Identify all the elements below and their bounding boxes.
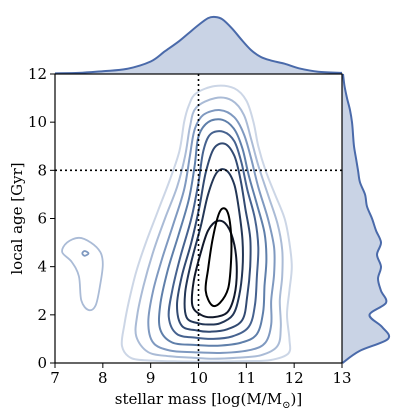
x-tick-label: 9 xyxy=(146,369,156,387)
x-tick-label: 12 xyxy=(285,369,304,387)
contour-lines xyxy=(61,84,293,363)
contour-level-8 xyxy=(190,219,238,319)
marginal-x-curve xyxy=(54,15,343,75)
x-tick-label: 8 xyxy=(98,369,108,387)
contour-level-7 xyxy=(183,168,244,326)
y-tick-label: 10 xyxy=(28,113,47,131)
y-axis-label: local age [Gyr] xyxy=(8,162,26,274)
x-tick-label: 13 xyxy=(332,369,351,387)
contour-level-5 xyxy=(167,130,260,340)
contour-level-2 xyxy=(134,96,284,360)
y-tick-label: 12 xyxy=(28,65,47,83)
marginal-y-fill xyxy=(342,74,390,363)
side-contour-level-1 xyxy=(61,236,104,312)
y-tick-label: 6 xyxy=(37,210,47,228)
y-tick-label: 4 xyxy=(37,258,47,276)
marginal-x-fill xyxy=(55,16,342,74)
contour-level-3 xyxy=(147,109,276,355)
reference-lines xyxy=(55,74,342,363)
axis-ticks: 7 8 9 10 11 12 13 0 2 4 6 8 10 12 xyxy=(28,65,352,387)
contour-level-1 xyxy=(120,84,293,363)
marginal-x-density xyxy=(54,15,343,75)
x-tick-label: 10 xyxy=(189,369,208,387)
x-tick-label: 11 xyxy=(237,369,256,387)
marginal-y-density xyxy=(341,73,391,364)
marginal-y-curve xyxy=(341,73,391,364)
x-tick-label: 7 xyxy=(50,369,60,387)
contour-level-6 xyxy=(175,142,252,333)
contour-level-4 xyxy=(158,118,268,347)
y-tick-label: 8 xyxy=(37,161,47,179)
y-tick-label: 2 xyxy=(37,306,47,324)
contour-level-9 xyxy=(204,207,233,308)
x-axis-label: stellar mass [log(M/M⊙)] xyxy=(115,390,302,411)
side-contour-level-2 xyxy=(81,250,90,257)
contour-plot-area xyxy=(54,73,343,364)
y-tick-label: 0 xyxy=(37,354,47,372)
